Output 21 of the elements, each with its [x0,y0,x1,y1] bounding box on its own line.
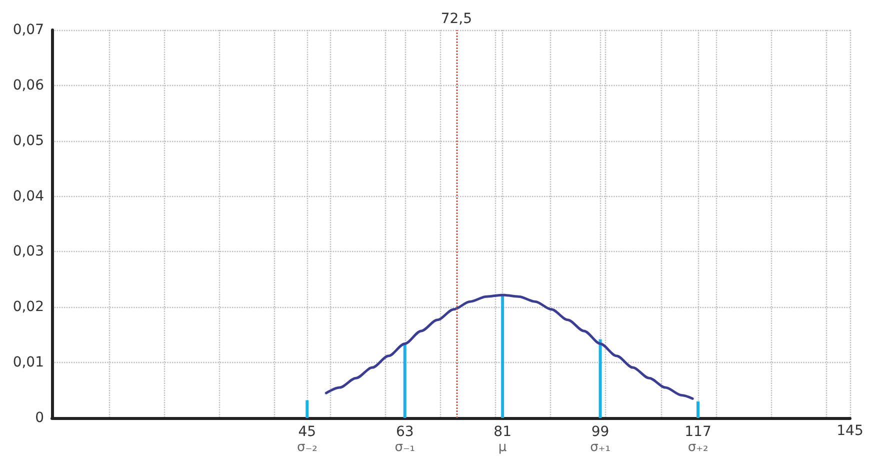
bar [501,294,504,418]
y-tick-label: 0,05 [12,132,44,149]
x-tick-label: 81 μ [494,424,512,455]
y-tick-label: 0,07 [12,22,44,38]
y-tick-label: 0,04 [12,188,44,204]
line-series [324,294,694,400]
bar [306,400,309,418]
y-tick-label: 0,03 [12,244,44,260]
y-tick-label: 0,06 [12,77,44,94]
y-tick-label: 0,01 [12,354,44,371]
y-tick-label: 0,02 [12,299,44,316]
bar [696,401,700,418]
bar [403,344,406,418]
ref-line-label: 72,5 [440,11,472,27]
x-tick-label: 117 σ₊₂ [684,424,712,455]
x-tick-label: 99 σ₊₁ [590,424,610,455]
x-tick-label: 45 σ₋₂ [296,424,318,455]
y-tick-label: 0 [35,410,44,426]
bar [598,339,602,418]
x-tick-label: 145 [836,423,864,439]
x-tick-label: 63 σ₋₁ [394,424,416,455]
